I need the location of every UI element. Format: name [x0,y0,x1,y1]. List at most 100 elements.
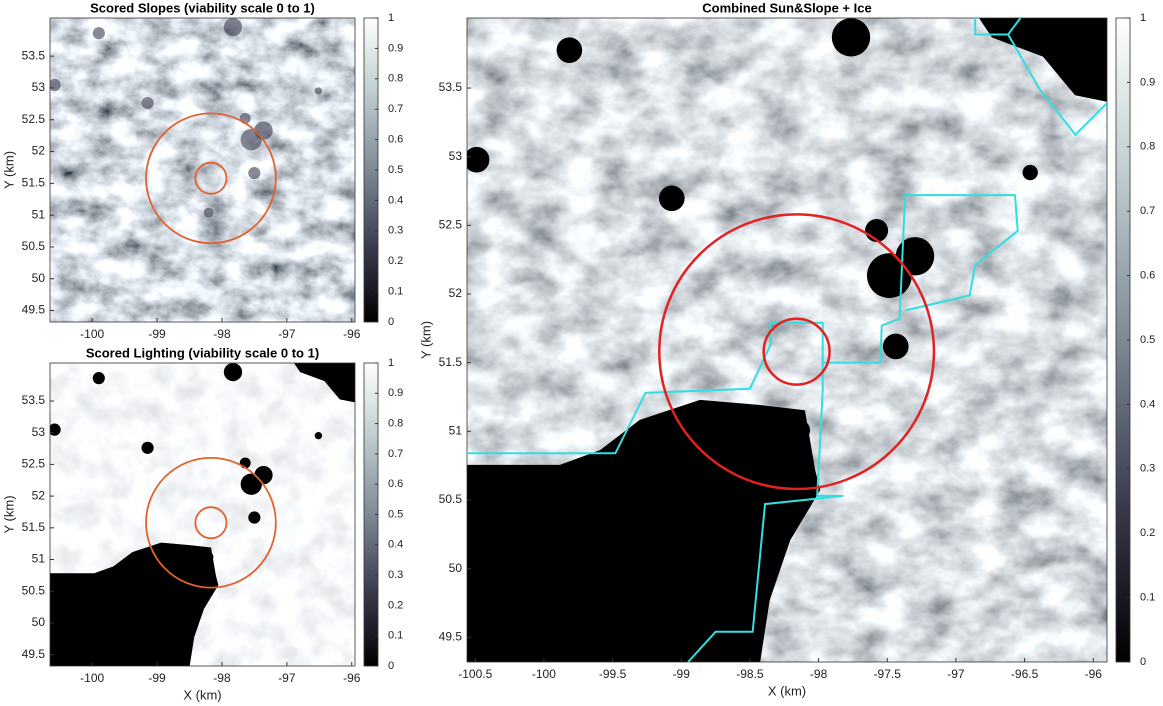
x-tick-label: -97 [278,327,296,341]
heatmap-image [48,363,355,666]
y-tick-label: 53 [32,80,46,94]
y-tick-label: 53.5 [439,80,463,94]
crater [883,334,909,360]
y-tick-label: 52.5 [439,218,463,232]
y-tick-label: 49.5 [439,629,463,643]
x-tick-label: -98.5 [736,667,764,681]
colorbar-tick-label: 0.5 [388,164,403,176]
crater [248,167,260,179]
y-tick-label: 51.5 [22,176,46,190]
crater [204,208,214,218]
colorbar-tick-label: 0.6 [1140,270,1155,282]
crater [224,363,242,381]
y-tick-label: 51 [32,207,46,221]
colorbar-tick-label: 0.5 [388,508,403,520]
x-tick-label: -97.5 [874,667,902,681]
crater [254,121,272,139]
y-tick-label: 51 [449,423,463,437]
crater [659,186,685,212]
colorbar-tick-label: 0.2 [388,255,403,267]
crater [142,442,154,454]
crater [93,27,105,39]
panel-title: Scored Lighting (viability scale 0 to 1) [86,345,319,360]
y-tick-label: 50 [32,271,46,285]
panel-title: Scored Slopes (viability scale 0 to 1) [90,0,315,15]
y-axis-label: Y (km) [1,495,16,533]
colorbar-tick-label: 0.8 [1140,141,1155,153]
crater [315,432,322,439]
heatmap-image [464,18,1107,662]
y-tick-label: 53 [449,149,463,163]
crater [464,147,490,173]
colorbar-tick-label: 0.7 [388,448,403,460]
x-tick-label: -98 [213,327,231,341]
x-axis-label: X (km) [768,683,806,698]
x-tick-label: -100 [80,671,104,685]
x-tick-label: -97 [947,667,965,681]
colorbar-tick-label: 0.8 [388,418,403,430]
colorbar-tick-label: 0 [388,660,394,672]
x-tick-label: -98 [213,671,231,685]
y-tick-label: 52.5 [22,112,46,126]
heatmap-image [48,18,355,322]
x-tick-label: -99 [148,327,166,341]
x-tick-label: -100 [80,327,104,341]
colorbar-tick-label: 0.4 [1140,398,1155,410]
y-tick-label: 51.5 [439,355,463,369]
y-axis-label: Y (km) [1,151,16,189]
y-tick-label: 50 [449,561,463,575]
y-axis-label: Y (km) [418,321,433,359]
x-tick-label: -96 [343,671,361,685]
colorbar-tick-label: 0 [388,316,394,328]
crater [224,18,242,36]
y-tick-label: 52.5 [22,457,46,471]
colorbar-tick-label: 0.7 [1140,205,1155,217]
colorbar-tick-label: 0.4 [388,539,403,551]
crater [832,18,870,56]
y-tick-label: 52 [32,144,46,158]
colorbar-tick-label: 0.2 [388,599,403,611]
crater [93,372,105,384]
colorbar-tick-label: 0.3 [388,225,403,237]
x-axis-label: X (km) [183,687,221,702]
x-tick-label: -98 [810,667,828,681]
colorbar-tick-label: 1 [1140,12,1146,24]
y-tick-label: 51 [32,552,46,566]
y-tick-label: 52 [32,488,46,502]
colorbar-tick-label: 0.8 [388,73,403,85]
x-tick-label: -99.5 [599,667,627,681]
x-tick-label: -100.5 [458,667,492,681]
y-tick-label: 53.5 [22,393,46,407]
x-tick-label: -99 [673,667,691,681]
crater [1023,165,1038,180]
panel-title: Combined Sun&Slope + Ice [702,0,871,15]
colorbar-tick-label: 0.9 [1140,76,1155,88]
colorbar-tick-label: 0.6 [388,478,403,490]
x-tick-label: -96.5 [1011,667,1039,681]
y-tick-label: 50.5 [439,492,463,506]
colorbar-tick-label: 0.1 [1140,592,1155,604]
y-tick-label: 50 [32,615,46,629]
x-tick-label: -100 [532,667,556,681]
colorbar-tick-label: 0.1 [388,286,403,298]
y-tick-label: 53 [32,425,46,439]
y-tick-label: 50.5 [22,239,46,253]
y-tick-label: 51.5 [22,520,46,534]
colorbar-tick-label: 0.2 [1140,527,1155,539]
y-tick-label: 53.5 [22,48,46,62]
colorbar-tick-label: 0.4 [388,194,403,206]
y-tick-label: 50.5 [22,583,46,597]
x-tick-label: -96 [1085,667,1103,681]
crater [254,466,272,484]
figure: Scored Slopes (viability scale 0 to 1) Y … [0,0,1163,706]
colorbar-tick-label: 0.3 [388,569,403,581]
colorbar-tick-label: 1 [388,12,394,24]
colorbar-tick-label: 1 [388,357,394,369]
x-tick-label: -99 [148,671,166,685]
crater [315,87,322,94]
y-tick-label: 52 [449,286,463,300]
colorbar-tick-label: 0.3 [1140,463,1155,475]
colorbar-tick-label: 0.9 [388,42,403,54]
x-tick-label: -97 [278,671,296,685]
crater [142,97,154,109]
